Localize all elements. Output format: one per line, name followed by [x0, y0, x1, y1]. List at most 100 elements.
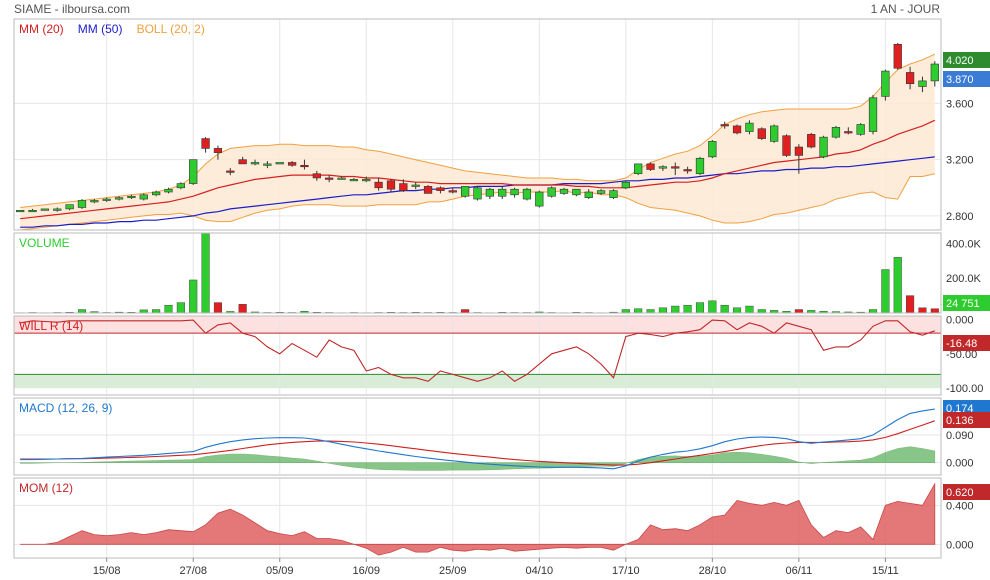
volume-bar — [213, 302, 222, 314]
x-axis-tick-label: 04/10 — [526, 565, 554, 577]
candle-body — [349, 179, 359, 182]
volume-bar — [918, 307, 927, 314]
candle-body — [213, 148, 223, 153]
x-axis-tick-label: 28/10 — [699, 565, 727, 577]
price-panel-frame — [13, 18, 942, 231]
candle-body — [16, 210, 25, 213]
volume-bar — [906, 295, 915, 314]
willr-y-tick-label: -50.00 — [946, 349, 977, 361]
candle-body — [856, 124, 865, 135]
candle-body — [658, 166, 668, 169]
candle-body — [905, 72, 915, 85]
volume-bar — [695, 302, 705, 314]
candle-body — [559, 188, 569, 194]
x-axis-tick-label: 05/09 — [266, 565, 294, 577]
chart-title: SIAME - ilboursa.com — [14, 2, 131, 16]
candle-body — [584, 191, 593, 198]
candle-body — [522, 188, 532, 200]
candle-body — [498, 188, 507, 197]
candle-body — [461, 186, 470, 197]
chart-period[interactable]: 1 AN - JOUR — [870, 2, 940, 16]
x-axis-tick-label: 15/08 — [93, 565, 121, 577]
candle-body — [263, 163, 272, 166]
volume-bar — [658, 307, 667, 314]
willr-top-zone — [14, 316, 941, 320]
macd-signal-value-tag — [943, 412, 990, 428]
candle-body — [671, 166, 680, 169]
price-high-value-tag — [943, 52, 990, 68]
volume-bar — [176, 302, 185, 314]
candle-body — [226, 170, 235, 173]
candle-body — [732, 125, 742, 134]
mm20-line — [20, 119, 936, 220]
willr-line — [20, 319, 935, 382]
candle-body — [250, 162, 260, 165]
volume-bar — [720, 304, 729, 314]
candle-body — [275, 162, 284, 165]
momentum-panel-frame — [13, 477, 942, 559]
volume-y-tick-label: 200.0K — [946, 273, 982, 285]
volume-bar — [164, 304, 173, 314]
volume-bar — [77, 309, 87, 314]
price-legend-entry: BOLL (20, 2) — [137, 22, 205, 36]
candle-body — [40, 208, 50, 211]
momentum-area — [20, 482, 936, 556]
candle-body — [757, 128, 766, 139]
candle-body — [189, 159, 198, 184]
candle-body — [399, 183, 408, 191]
volume-bar — [646, 309, 655, 314]
candle-body — [547, 187, 556, 197]
candle-body — [720, 124, 729, 127]
candle-body — [238, 159, 247, 165]
candle-body — [770, 125, 779, 142]
candle-body — [708, 141, 717, 158]
volume-bar — [745, 305, 754, 314]
x-axis-tick-label: 16/09 — [352, 565, 380, 577]
x-axis-tick-label: 25/09 — [439, 565, 467, 577]
price-last-value-tag — [943, 71, 990, 87]
volume-bar — [621, 309, 630, 314]
willr-legend-entry: WILL R (14) — [19, 319, 83, 333]
volume-bar — [634, 308, 643, 314]
candle-body — [386, 180, 396, 190]
x-axis-tick-label: 15/11 — [872, 565, 899, 577]
candle-body — [77, 200, 87, 208]
candle-body — [831, 127, 841, 138]
candle-body — [139, 194, 148, 200]
macd-y-tick-label: 0.090 — [946, 430, 974, 442]
macd-signal-value-tag-label: 0.136 — [946, 415, 974, 427]
price-y-tick-label: 2.800 — [946, 211, 974, 223]
candle-body — [411, 184, 420, 187]
candle-body — [510, 188, 519, 196]
candle-body — [807, 134, 816, 148]
candle-body — [201, 138, 210, 149]
volume-panel-frame — [13, 232, 942, 314]
candle-body — [621, 181, 630, 189]
momentum-value-tag — [943, 484, 990, 500]
candle-body — [844, 131, 853, 134]
volume-bar — [893, 257, 902, 314]
price-legend-entry: MM (50) — [78, 22, 123, 36]
candle-body — [868, 97, 878, 132]
candle-body — [65, 204, 74, 210]
candle-body — [930, 63, 939, 82]
willr-y-tick-label: 0.000 — [946, 314, 974, 326]
volume-value-tag-label: 24 751 — [946, 298, 980, 310]
candle-body — [312, 173, 321, 179]
candle-body — [881, 70, 890, 97]
candle-body — [918, 80, 927, 87]
price-high-value-tag-label: 4.020 — [946, 55, 974, 67]
volume-bar — [794, 309, 803, 314]
candle-body — [819, 136, 828, 158]
candle-body — [102, 198, 111, 201]
candle-body — [572, 188, 581, 196]
momentum-y-tick-label: 0.400 — [946, 500, 974, 512]
candle-body — [596, 190, 606, 194]
volume-bar — [733, 307, 742, 314]
macd-signal-line — [20, 420, 935, 466]
candle-body — [634, 163, 643, 175]
willr-overbought-zone — [14, 319, 941, 334]
x-axis-tick-label: 27/08 — [179, 565, 207, 577]
candle-body — [782, 135, 791, 156]
